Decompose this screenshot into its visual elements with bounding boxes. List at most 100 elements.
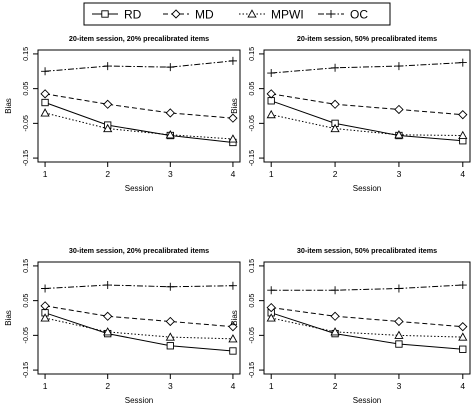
data-point-md [394,104,404,115]
data-point-oc [166,63,175,72]
data-point-mpwi [165,130,175,139]
series-mpwi [266,109,468,140]
legend-marker-rd [101,10,109,18]
data-point-md [266,302,276,313]
series-rd [267,97,467,145]
data-point-md [266,89,276,99]
series-line-md [44,305,233,328]
series-line-mpwi [271,317,463,338]
y-axis-label: Bias [230,310,239,326]
chart-panels: 20-item session, 20% precalibrated items… [4,34,471,405]
data-point-mpwi [40,313,50,322]
series-md [266,89,468,120]
y-tick-label: -0.05 [247,327,256,343]
y-axis-label: Bias [4,98,13,114]
data-point-oc [103,281,112,290]
panel-title: 30-item session, 20% precalibrated items [69,246,209,255]
x-tick-label: 2 [333,381,338,391]
x-tick-label: 3 [397,169,402,179]
x-tick-label: 3 [397,381,402,391]
series-oc [41,281,237,293]
series-line-oc [271,284,463,291]
data-point-mpwi [330,123,340,133]
x-tick-label: 4 [231,381,236,391]
panel-title: 20-item session, 20% precalibrated items [69,34,209,43]
data-point-mpwi [103,327,113,336]
y-tick-label: -0.15 [21,362,30,378]
data-point-md [165,108,175,118]
panel-4: 30-item session, 50% precalibrated items… [230,246,471,405]
legend-label-md: MD [195,8,214,22]
x-axis-label: Session [353,184,381,193]
x-tick-label: 1 [269,169,274,179]
legend: RD MD MPWI OC [83,2,391,26]
plot-frame [263,261,471,375]
y-tick-label: 0.05 [21,294,30,308]
x-tick-label: 3 [168,381,173,391]
panel-3: 30-item session, 20% precalibrated items… [4,246,241,405]
data-point-md [40,89,50,99]
data-point-md [330,311,340,321]
y-tick-label: -0.05 [247,115,256,131]
x-tick-label: 4 [460,381,465,391]
series-line-rd [271,312,463,350]
data-point-mpwi [103,123,113,133]
data-point-oc [267,286,276,295]
series-line-mpwi [44,317,233,340]
legend-marker-mpwi [247,9,257,18]
data-point-oc [394,62,403,71]
y-tick-label: -0.15 [247,362,256,378]
legend-label-mpwi: MPWI [271,8,304,22]
series-mpwi [266,313,468,341]
data-point-mpwi [228,334,238,343]
data-point-oc [267,69,276,78]
x-axis-label: Session [125,184,153,193]
legend-item-oc: OC [318,8,368,22]
series-line-md [44,93,233,119]
legend-label-oc: OC [350,8,368,22]
legend-marker-oc [327,10,335,18]
legend-item-rd: RD [92,8,142,22]
y-tick-label: -0.15 [247,150,256,166]
x-axis-label: Session [353,396,381,405]
series-oc [41,56,237,76]
x-tick-label: 2 [105,381,110,391]
data-point-mpwi [394,330,404,339]
data-point-oc [331,286,340,295]
data-point-md [103,311,113,321]
data-point-rd [395,340,403,348]
series-line-rd [44,312,233,352]
series-md [266,302,468,332]
panel-title: 30-item session, 50% precalibrated items [297,246,437,255]
data-point-rd [41,98,49,107]
series-oc [267,281,467,295]
data-point-mpwi [40,108,50,117]
plot-frame [263,49,471,163]
data-point-oc [41,284,50,293]
x-tick-label: 2 [105,169,110,179]
data-point-md [228,113,238,123]
y-tick-label: 0.15 [21,47,30,61]
data-point-oc [331,63,340,72]
series-line-rd [44,102,233,143]
series-oc [267,58,467,78]
data-point-rd [267,97,275,105]
y-tick-label: 0.15 [21,259,30,273]
y-tick-label: -0.15 [21,150,30,166]
x-tick-label: 2 [333,169,338,179]
data-point-oc [103,62,112,71]
legend-marker-md [171,9,181,19]
legend-box [83,2,391,26]
x-tick-label: 4 [460,169,465,179]
data-point-oc [41,67,50,76]
data-point-mpwi [266,313,276,322]
y-axis-label: Bias [4,310,13,326]
series-rd [41,98,237,147]
data-point-oc [228,281,237,290]
x-tick-label: 3 [168,169,173,179]
legend-item-md: MD [163,8,214,22]
data-point-rd [166,342,174,350]
data-point-md [103,99,113,109]
data-point-mpwi [330,327,340,336]
